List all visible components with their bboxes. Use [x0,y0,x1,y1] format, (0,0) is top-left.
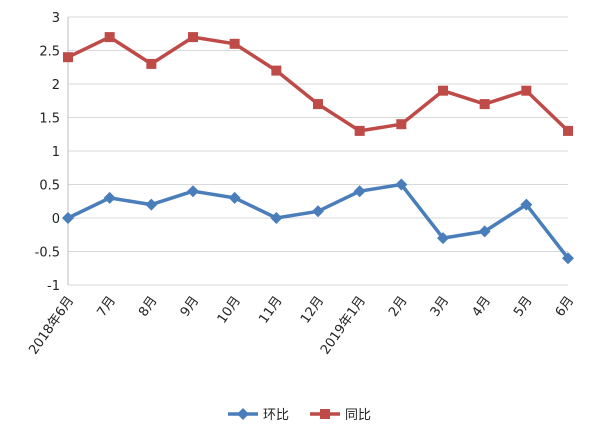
data-point [520,198,533,211]
data-point [146,58,157,69]
y-tick-label: 0 [52,212,60,227]
x-tick-label: 7月 [94,294,118,320]
data-point [312,205,324,218]
data-point [63,52,73,63]
data-point [396,119,407,130]
data-point [145,198,158,211]
x-tick-label: 3月 [428,294,452,320]
data-point [313,99,323,110]
legend-label: 环比 [263,408,289,423]
x-tick-label: 4月 [469,294,493,320]
y-tick-label: 1 [52,145,60,160]
legend-entry: 同比 [310,408,371,423]
y-tick-label: -0.5 [35,246,60,261]
legend-marker [320,409,330,419]
data-point [62,212,74,224]
x-tick-label: 5月 [511,294,535,320]
data-point [354,125,365,136]
y-tick-label: 1.5 [39,112,60,127]
y-tick-label: 2 [52,78,60,93]
data-point [270,212,283,224]
x-tick-label: 12月 [298,294,327,327]
y-tick-labels: -1 -0.5 0 0.5 1 1.5 2 2.5 3 [35,11,60,294]
series-1 [62,178,574,265]
data-point [437,232,449,245]
x-tick-label: 2月 [386,294,410,320]
data-point [563,125,573,136]
data-point [229,38,240,49]
legend-entry: 环比 [228,408,289,423]
data-point [438,85,448,96]
y-tick-label: -1 [47,279,60,294]
data-point [521,85,532,96]
data-point [104,32,115,43]
data-point [353,185,366,198]
x-tick-label: 8月 [136,294,160,320]
series-group [62,32,574,265]
y-tick-label: 3 [52,11,60,26]
x-tick-label: 10月 [215,294,244,327]
data-point [188,32,198,43]
legend-marker [237,408,249,420]
x-tick-label: 6月 [553,294,577,320]
x-tick-label: 2018年6月 [26,294,77,358]
grid-lines [68,16,568,286]
data-point [271,65,282,76]
y-tick-label: 2.5 [39,45,60,60]
data-point [103,191,116,204]
data-point [562,252,574,265]
data-point [479,99,490,110]
data-point [395,178,408,191]
x-tick-label: 9月 [178,294,202,320]
data-point [228,191,241,204]
series-2 [63,32,573,136]
series-line [67,182,570,260]
legend-label: 同比 [345,408,371,423]
legend: 环比 同比 [228,408,371,423]
data-point [478,225,491,238]
data-point [187,185,199,198]
y-tick-label: 0.5 [39,179,60,194]
x-tick-label: 11月 [256,294,285,327]
